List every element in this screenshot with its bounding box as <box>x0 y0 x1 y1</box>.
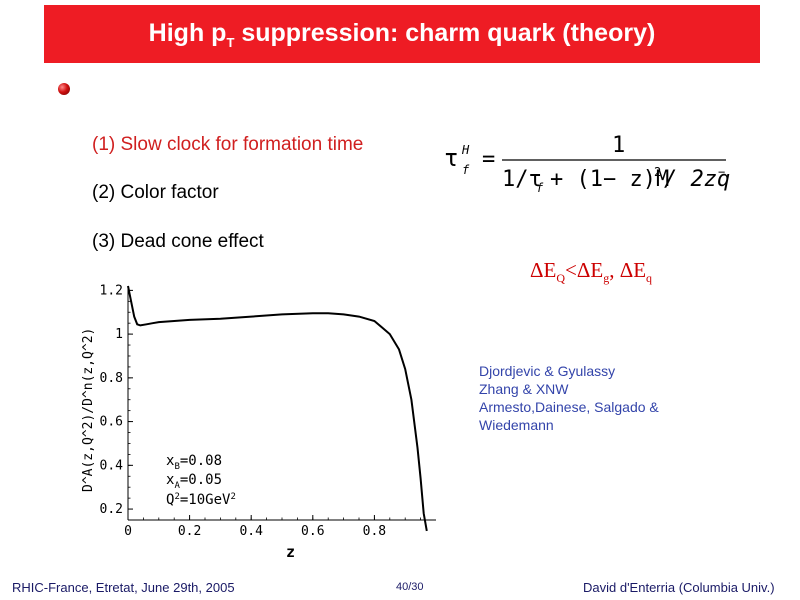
reference-line: Armesto,Dainese, Salgado & <box>479 399 659 415</box>
footer-page-number: 40/30 <box>396 581 424 593</box>
slide-title: High pT suppression: charm quark (theory… <box>148 19 656 50</box>
formula-numerator: 1 <box>612 133 625 158</box>
formula-tau: τ <box>444 144 458 172</box>
y-tick-label: 1 <box>115 327 123 342</box>
energy-loss-hierarchy: ΔEQ<ΔEg, ΔEq <box>530 258 653 286</box>
y-tick-label: 0.2 <box>100 502 123 517</box>
formula-denom-b-sup: 2 <box>654 165 661 179</box>
x-tick-label: 0.8 <box>363 524 386 539</box>
formula-sup-h: H <box>461 143 470 157</box>
item-color-factor: (2) Color factor <box>92 182 219 203</box>
fragmentation-ratio-chart: 0 0.2 0.4 0.6 0.8 0.20.40.60.811.2 z D^A(z,Q… <box>81 283 436 561</box>
references: Djordjevic & Gyulassy Zhang & XNW Armest… <box>479 362 659 434</box>
y-tick-label: 0.6 <box>100 415 123 430</box>
item-formation-time: (1) Slow clock for formation time <box>92 134 364 155</box>
footer-author: David d'Enterria (Columbia Univ.) <box>583 580 775 595</box>
x-tick-label: 0.4 <box>239 524 263 539</box>
annotation-xb: xB=0.08 <box>166 453 222 472</box>
formula-denom-a: 1/τ <box>502 167 542 192</box>
formula-denom-c-sup: − <box>718 165 725 179</box>
bullet-icon <box>58 83 70 95</box>
item-dead-cone: (3) Dead cone effect <box>92 231 264 252</box>
reference-line: Zhang & XNW <box>479 381 569 397</box>
formation-time-formula: τ H f = 1 1/τ f + (1− z)M 2 / 2zq − <box>444 133 730 195</box>
annotation-xa: xA=0.05 <box>166 472 222 491</box>
y-axis-label: D^A(z,Q^2)/D^n(z,Q^2) <box>81 328 96 492</box>
x-tick-label: 0.2 <box>178 524 201 539</box>
formula-denom-a-sub: f <box>536 181 544 195</box>
annotation-q2: Q2=10GeV2 <box>166 492 236 508</box>
reference-line: Djordjevic & Gyulassy <box>479 363 616 379</box>
y-tick-label: 1.2 <box>100 283 123 298</box>
formula-denom-c: / 2zq <box>664 167 730 192</box>
footer-conference: RHIC-France, Etretat, June 29th, 2005 <box>12 580 235 595</box>
formula-sub-f: f <box>462 163 470 177</box>
formula-denom-b: + (1− z)M <box>550 167 669 192</box>
title-bar: High pT suppression: charm quark (theory… <box>44 5 760 63</box>
formula-equals: = <box>482 147 495 172</box>
y-tick-label: 0.4 <box>100 458 124 473</box>
x-tick-label: 0.6 <box>301 524 324 539</box>
y-tick-label: 0.8 <box>100 371 123 386</box>
series-line <box>127 285 428 532</box>
x-axis-label: z <box>286 543 295 561</box>
x-tick-label: 0 <box>124 524 132 539</box>
reference-line: Wiedemann <box>479 417 554 433</box>
